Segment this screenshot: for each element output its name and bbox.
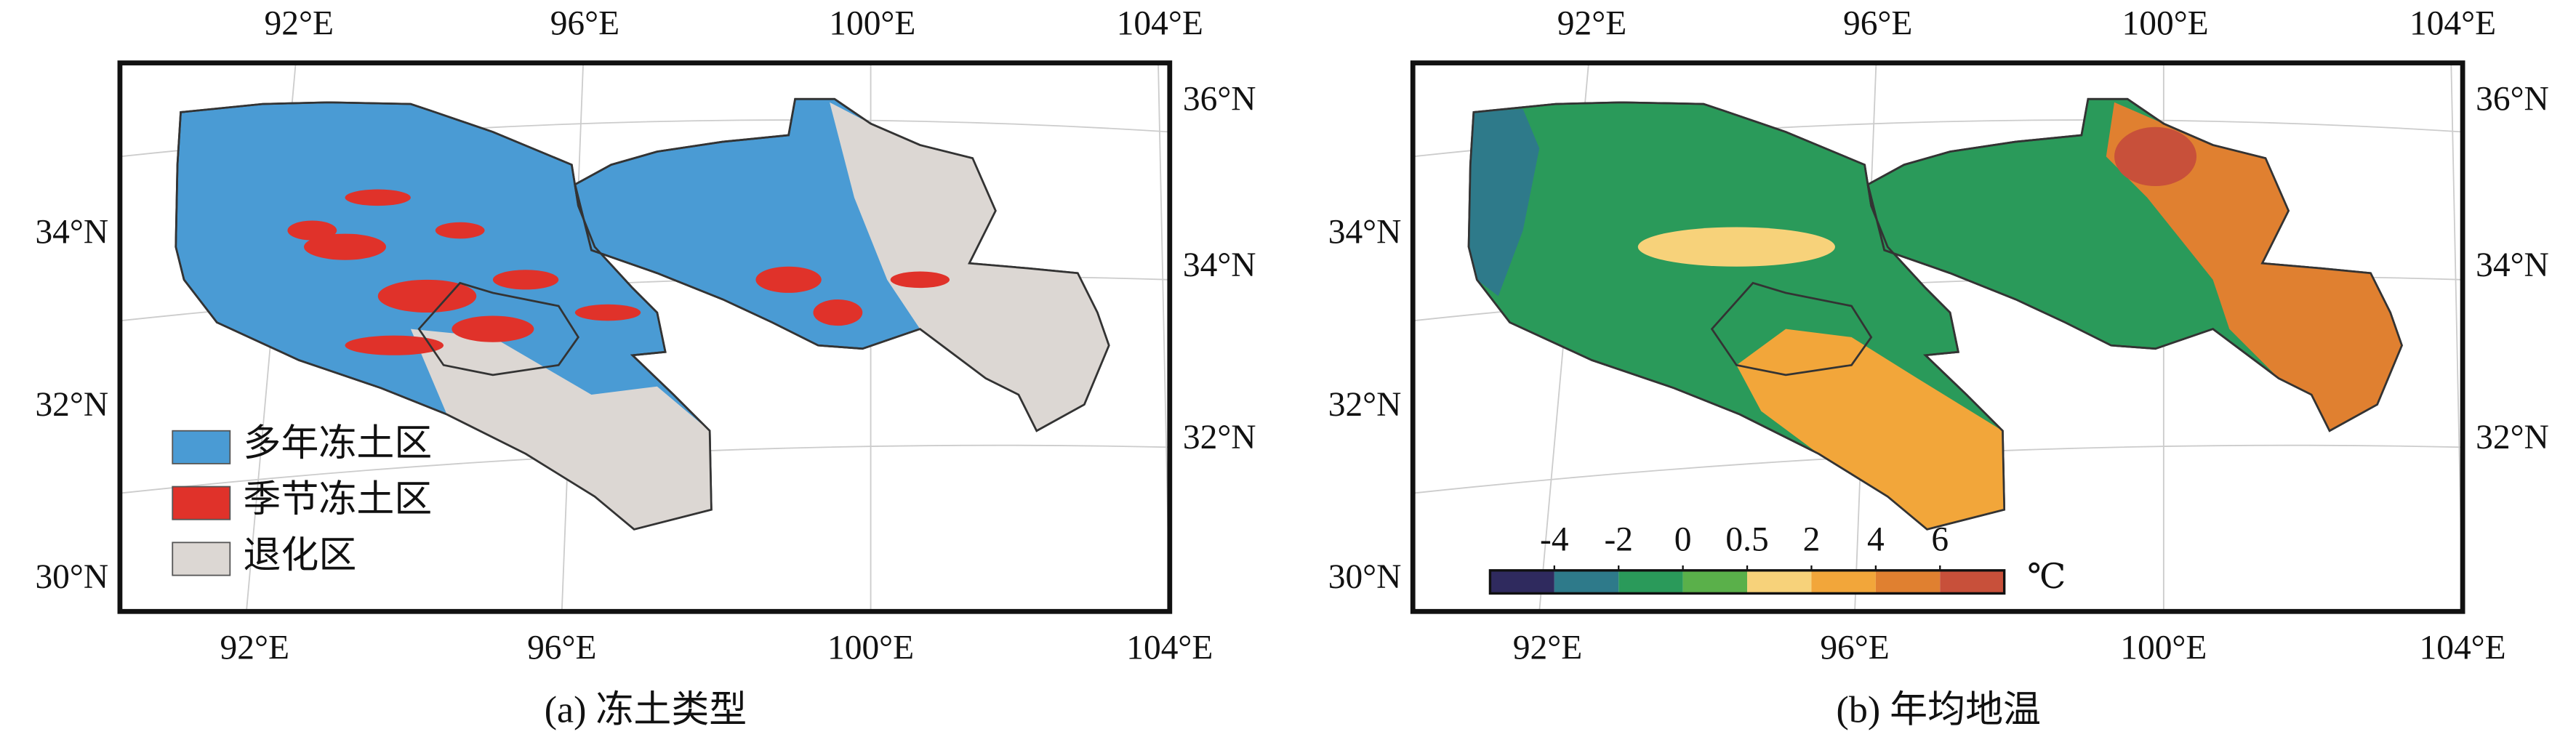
seasonal-patch [435, 222, 485, 239]
lat-label-left: 32°N [1328, 386, 1402, 424]
seasonal-patch [377, 279, 477, 313]
degraded-west [410, 329, 712, 530]
warm-west [1736, 329, 2005, 530]
lon-label-top: 100°E [2122, 5, 2209, 43]
colorbar-tick-label: 0 [1674, 520, 1692, 558]
lon-label-bottom: 92°E [1513, 629, 1582, 667]
region-outline [1866, 97, 2403, 432]
colorbar-bin [1682, 570, 1748, 594]
lat-label-left: 30°N [1328, 558, 1402, 596]
seasonal-patch [287, 220, 337, 241]
seasonal-patch [890, 271, 950, 289]
colorbar-tick-label: 4 [1867, 520, 1885, 558]
map-frame [117, 60, 1173, 614]
hot-patch [2114, 126, 2197, 187]
panel-caption: (a) 冻土类型 [545, 689, 747, 730]
degraded-east [830, 102, 1110, 431]
lat-label-right: 32°N [1183, 419, 1256, 456]
panel-caption: (b) 年均地温 [1837, 689, 2041, 730]
subbasin-outline [417, 281, 579, 376]
colorbar-tick-label: 6 [1931, 520, 1949, 558]
seasonal-patch [574, 304, 641, 321]
colorbar-bin [1940, 570, 2005, 594]
colorbar-bin [1747, 570, 1812, 594]
seasonal-patch [452, 315, 534, 342]
lat-label-left: 32°N [35, 386, 108, 424]
seasonal-patch [755, 266, 822, 293]
colorbar-tick-label: -4 [1540, 520, 1569, 558]
colorbar-bin [1875, 570, 1941, 594]
lat-label-left: 34°N [35, 214, 108, 251]
lat-label-right: 32°N [2476, 419, 2549, 456]
lon-label-bottom: 104°E [1126, 629, 1213, 667]
region-outline [1467, 101, 2006, 531]
lon-label-top: 92°E [1557, 5, 1626, 43]
legend-swatch [172, 541, 231, 576]
lat-label-left: 34°N [1328, 214, 1402, 251]
colorbar-bin [1618, 570, 1683, 594]
lon-label-top: 104°E [1117, 5, 1203, 43]
lat-label-right: 36°N [1183, 81, 1256, 118]
lat-label-right: 36°N [2476, 81, 2549, 118]
lon-label-bottom: 100°E [827, 629, 914, 667]
lon-label-bottom: 100°E [2120, 629, 2207, 667]
lon-label-top: 100°E [829, 5, 915, 43]
mild-patch [1637, 227, 1835, 267]
lon-label-top: 96°E [1843, 5, 1912, 43]
seasonal-patch [813, 299, 863, 326]
colorbar-tick-label: -2 [1604, 520, 1633, 558]
seasonal-patch [345, 335, 444, 355]
lon-label-top: 92°E [265, 5, 334, 43]
seasonal-patch [492, 270, 559, 290]
legend-label: 季节冻土区 [243, 479, 432, 520]
cold-zone [1469, 108, 1540, 297]
legend-label: 退化区 [243, 535, 356, 576]
legend-label: 多年冻土区 [243, 423, 432, 464]
warm-east [2106, 102, 2402, 431]
colorbar-tick-label: 2 [1803, 520, 1821, 558]
map-panel: -4 -2 0 0.5 2 4 6 ℃ 92°E 96°E 100°E 104°E 92°E 96°E 10… [1328, 5, 2549, 731]
colorbar-bin [1490, 570, 1554, 594]
legend-swatch [172, 486, 231, 520]
lon-label-bottom: 96°E [1820, 629, 1889, 667]
lon-label-top: 104°E [2410, 5, 2496, 43]
lat-label-right: 34°N [2476, 246, 2549, 284]
lon-label-bottom: 104°E [2420, 629, 2506, 667]
subbasin-outline [1710, 281, 1873, 376]
colorbar-tick-label: 0.5 [1725, 520, 1768, 558]
seasonal-patch [345, 189, 411, 206]
lat-label-left: 30°N [35, 558, 108, 596]
lat-label-right: 34°N [1183, 246, 1256, 284]
colorbar-bin [1811, 570, 1876, 594]
lon-label-bottom: 92°E [220, 629, 289, 667]
lon-label-top: 96°E [550, 5, 619, 43]
lon-label-bottom: 96°E [527, 629, 596, 667]
region-outline [574, 97, 1110, 432]
region-outline [174, 101, 713, 531]
colorbar-unit: ℃ [2027, 558, 2066, 596]
legend-swatch [172, 430, 231, 464]
colorbar-bin [1554, 570, 1619, 594]
map-frame [1410, 60, 2465, 614]
seasonal-patch [304, 233, 386, 260]
